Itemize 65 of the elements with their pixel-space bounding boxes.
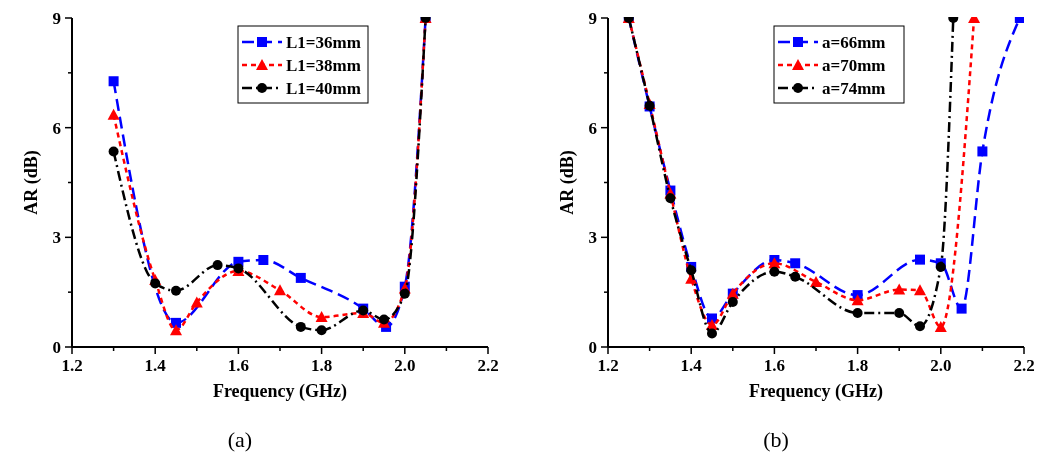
point xyxy=(295,272,306,283)
point xyxy=(274,284,286,296)
x-tick-label: 2.2 xyxy=(1013,356,1035,375)
point xyxy=(852,308,863,318)
point xyxy=(316,325,327,336)
text: (a) xyxy=(227,427,253,452)
point xyxy=(893,283,906,295)
point xyxy=(727,297,738,308)
point xyxy=(108,146,119,157)
x-tick-label: 1.8 xyxy=(846,356,869,375)
point xyxy=(150,278,161,289)
point xyxy=(258,255,269,265)
y-tick-label: 3 xyxy=(52,228,61,248)
x-tick-label: 1.6 xyxy=(763,356,786,375)
point xyxy=(915,254,925,265)
point xyxy=(686,265,697,276)
legend-label: a=66mm xyxy=(822,33,886,52)
y-tick-label: 6 xyxy=(588,118,597,138)
y-tick-label: 9 xyxy=(588,9,597,28)
legend-label: L1=36mm xyxy=(286,33,361,52)
x-tick-label: 2.2 xyxy=(477,356,499,375)
point xyxy=(665,193,676,204)
x-tick-label: 1.4 xyxy=(144,356,167,375)
y-tick-label: 9 xyxy=(52,9,61,28)
point xyxy=(107,108,120,120)
y-tick-label: 0 xyxy=(588,338,597,357)
y-tick-label: 0 xyxy=(52,338,61,357)
x-tick-label: 1.2 xyxy=(597,356,619,375)
point xyxy=(915,321,925,332)
legend-label: a=74mm xyxy=(822,79,886,98)
point xyxy=(851,294,864,306)
y-tick-label: 3 xyxy=(588,228,597,248)
y-axis-title: AR (dB) xyxy=(557,150,578,215)
point xyxy=(790,271,801,282)
point xyxy=(769,266,780,277)
x-tick-label: 1.8 xyxy=(310,356,333,375)
point xyxy=(190,296,203,308)
x-axis-title: Frequency (GHz) xyxy=(748,381,884,402)
point xyxy=(934,320,947,332)
text: (b) xyxy=(763,427,789,452)
x-tick-label: 2.0 xyxy=(394,356,416,375)
point xyxy=(171,285,181,296)
point xyxy=(956,303,967,314)
legend-label: a=70mm xyxy=(822,56,886,75)
point xyxy=(108,76,119,87)
legend-label: L1=40mm xyxy=(286,79,361,98)
y-tick-label: 6 xyxy=(52,118,61,138)
point xyxy=(810,275,822,287)
point xyxy=(977,146,988,157)
y-axis-title: AR (dB) xyxy=(21,150,42,215)
point xyxy=(914,284,926,296)
point xyxy=(212,260,223,271)
x-tick-label: 1.4 xyxy=(680,356,703,375)
point xyxy=(707,328,717,339)
x-axis-title: Frequency (GHz) xyxy=(212,381,348,402)
x-tick-label: 1.6 xyxy=(227,356,250,375)
x-tick-label: 2.0 xyxy=(930,356,952,375)
legend-label: L1=38mm xyxy=(286,56,361,75)
point xyxy=(170,324,182,336)
point xyxy=(315,311,328,323)
point xyxy=(894,308,905,318)
point xyxy=(295,321,306,332)
point xyxy=(399,288,410,299)
point xyxy=(790,258,801,269)
x-tick-label: 1.2 xyxy=(61,356,83,375)
